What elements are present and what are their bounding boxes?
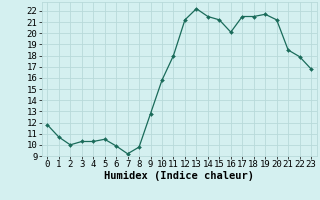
X-axis label: Humidex (Indice chaleur): Humidex (Indice chaleur) (104, 171, 254, 181)
